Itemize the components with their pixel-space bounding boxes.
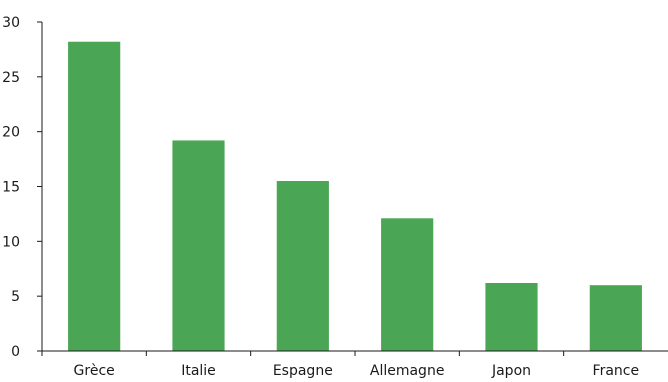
x-tick-label: Grèce <box>74 363 115 379</box>
y-tick-label: 20 <box>2 125 20 141</box>
bar-grèce <box>68 41 121 352</box>
y-tick-label: 15 <box>2 180 20 196</box>
y-tick-label: 30 <box>2 15 20 31</box>
x-tick-label: Italie <box>181 363 216 379</box>
x-tick-label: Japon <box>491 363 531 379</box>
bars <box>68 41 642 352</box>
x-tick-label: France <box>593 363 640 379</box>
x-tick-label: Espagne <box>273 363 333 379</box>
y-axis-ticks: 0 5 10 15 20 25 30 <box>2 15 42 360</box>
bar-italie <box>172 140 225 351</box>
y-tick-label: 5 <box>11 289 20 305</box>
bar-japon <box>485 283 538 351</box>
bar-france <box>589 285 642 351</box>
x-tick-label: Allemagne <box>370 363 445 379</box>
x-axis-ticks: Grèce Italie Espagne Allemagne Japon France <box>41 351 640 379</box>
bar-allemagne <box>381 218 434 351</box>
bar-espagne <box>276 181 329 351</box>
y-tick-label: 25 <box>2 70 20 86</box>
y-tick-label: 0 <box>11 344 20 360</box>
y-tick-label: 10 <box>2 234 20 250</box>
